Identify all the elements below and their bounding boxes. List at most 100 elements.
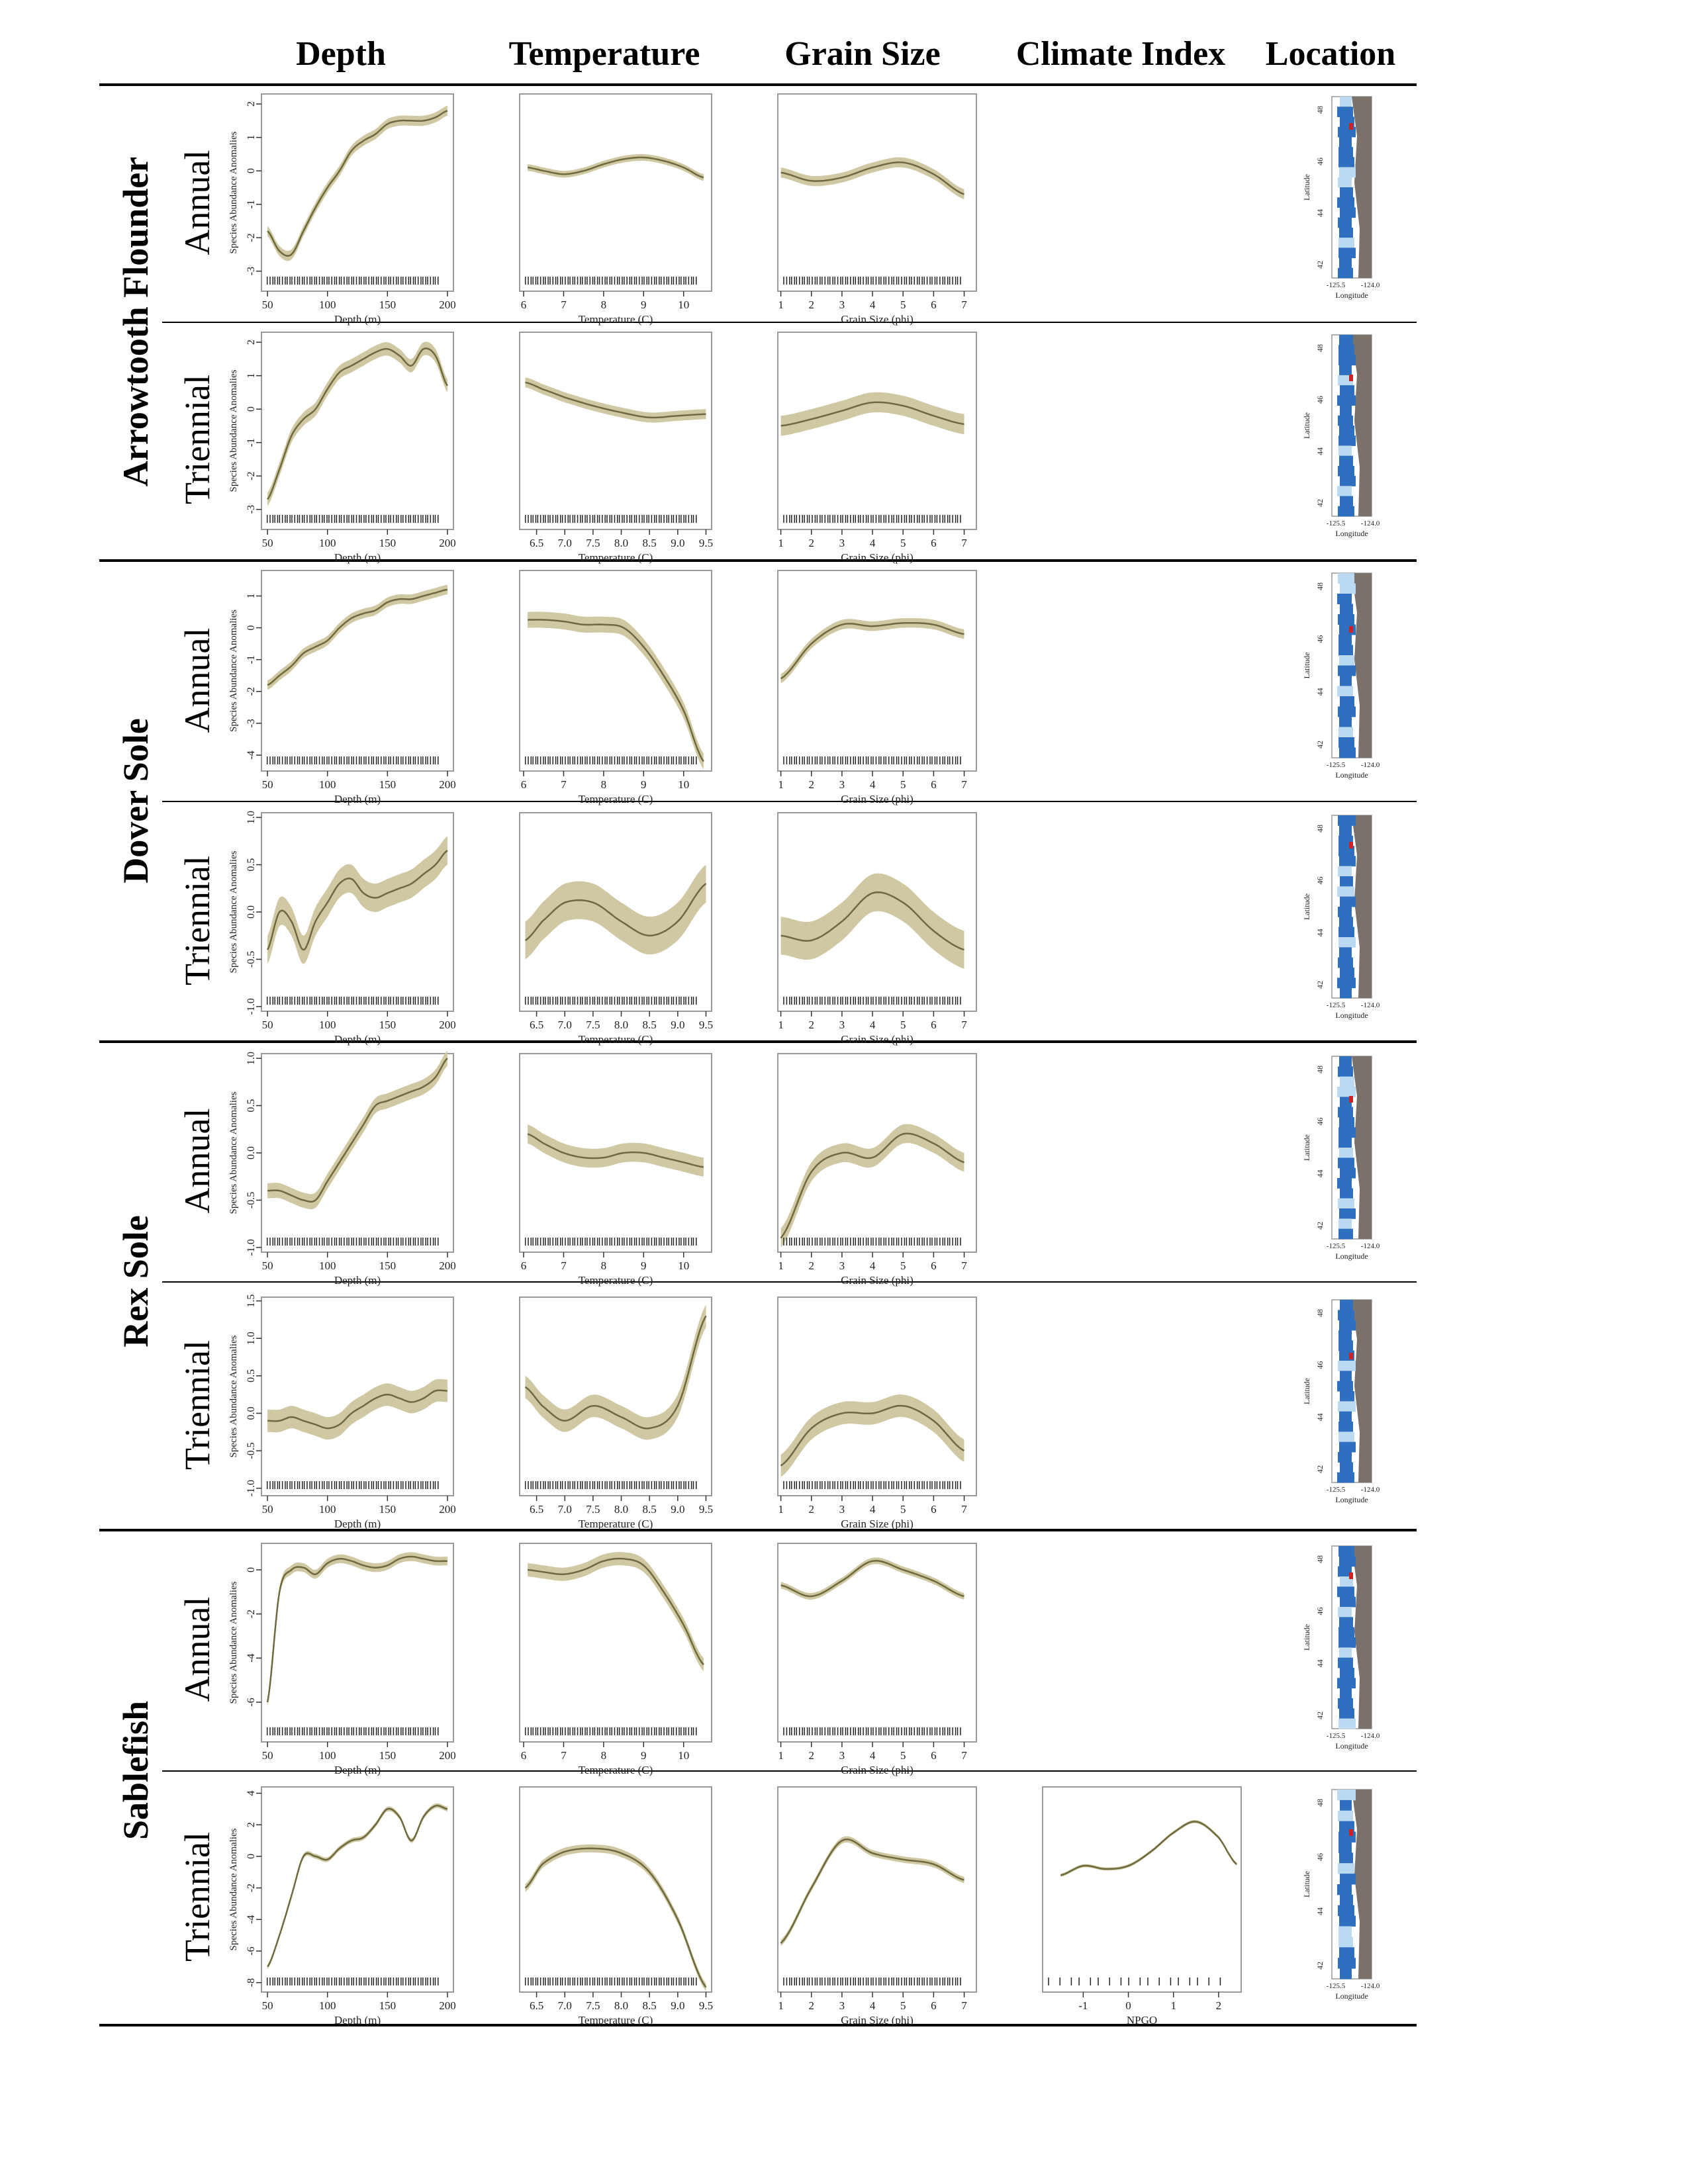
- map-lat-axis-label: Latitude: [1302, 1378, 1311, 1404]
- x-tick-label: 5: [900, 1019, 906, 1031]
- x-tick-label: 7.5: [586, 537, 600, 549]
- smooth-curve-arrowtooth-flounder-annual-grain-size: [780, 161, 964, 195]
- shelf-cell: [1339, 1947, 1354, 1958]
- x-tick-label: 7: [961, 1019, 967, 1031]
- shelf-cell: [1340, 1968, 1352, 1979]
- shelf-cell: [1338, 957, 1353, 968]
- y-axis-label: Species Abundance Anomalies: [228, 610, 239, 732]
- shelf-cell: [1339, 947, 1352, 958]
- header-climate-index: Climate Index: [1015, 35, 1226, 73]
- shelf-cell: [1338, 706, 1356, 717]
- map-lon-tick-label: -125.5: [1327, 1242, 1346, 1250]
- header-depth: Depth: [296, 35, 386, 73]
- shelf-cell: [1338, 1958, 1356, 1969]
- y-tick-label: -1.0: [246, 998, 257, 1015]
- shelf-cell: [1339, 426, 1354, 436]
- confidence-band-rex-sole-triennial-temperature: [525, 1304, 706, 1440]
- shelf-cell: [1338, 1718, 1356, 1729]
- plot-frame-sablefish-triennial-climate-index: [1042, 1786, 1242, 1993]
- shelf-cell: [1338, 1905, 1354, 1917]
- y-tick-label: 2: [246, 1822, 257, 1827]
- x-tick-label: 100: [319, 1749, 336, 1762]
- x-tick-label: 7: [961, 1503, 967, 1516]
- x-tick-label: 2: [809, 537, 815, 549]
- map-lon-tick-label: -125.5: [1327, 1982, 1346, 1990]
- x-tick-label: 9: [641, 298, 647, 311]
- x-tick-label: 150: [379, 778, 397, 791]
- x-tick-label: 150: [379, 1019, 397, 1031]
- x-tick-label: 50: [262, 1503, 273, 1516]
- y-tick-label: -2: [246, 234, 257, 242]
- rule-arrowtooth-dover: [99, 559, 1417, 562]
- map-lon-tick-label: -125.5: [1327, 281, 1346, 289]
- x-tick-label: 5: [900, 537, 906, 549]
- x-tick-label: 150: [379, 1503, 397, 1516]
- shelf-cell: [1338, 1422, 1353, 1432]
- smooth-curve-rex-sole-triennial-grain-size: [780, 1404, 965, 1467]
- smooth-curve-rex-sole-annual-grain-size: [780, 1132, 964, 1239]
- hotspot-cell: [1349, 375, 1353, 381]
- x-tick-label: 50: [262, 298, 273, 311]
- confidence-band-arrowtooth-flounder-triennial-grain-size: [780, 392, 964, 436]
- map-lat-tick-label: 48: [1315, 1309, 1325, 1317]
- shelf-cell: [1337, 1678, 1356, 1689]
- shelf-cell: [1338, 157, 1354, 168]
- map-lat-tick-label: 44: [1315, 1907, 1325, 1915]
- x-tick-label: 7.5: [586, 1999, 600, 2012]
- shelf-cell: [1338, 1607, 1352, 1617]
- shelf-cell: [1338, 415, 1353, 426]
- y-tick-label: -2: [246, 687, 257, 696]
- shelf-cell: [1339, 1056, 1352, 1067]
- shelf-cell: [1338, 1831, 1356, 1843]
- x-tick-label: 4: [870, 1749, 876, 1762]
- rule-dover-split: [162, 801, 1417, 802]
- smooth-curve-arrowtooth-flounder-triennial-temperature: [525, 381, 706, 419]
- x-tick-label: 6: [931, 537, 937, 549]
- shelf-cell: [1340, 583, 1356, 594]
- x-tick-label: 4: [870, 1503, 876, 1516]
- confidence-band-arrowtooth-flounder-triennial-depth: [267, 341, 447, 506]
- x-tick-label: 3: [839, 537, 845, 549]
- shelf-cell: [1337, 486, 1352, 497]
- x-tick-label: 100: [319, 778, 336, 791]
- map-lat-tick-label: 46: [1315, 635, 1325, 643]
- y-tick-label: 0.0: [246, 1406, 257, 1420]
- y-tick-label: -6: [246, 1698, 257, 1706]
- x-tick-label: 6: [521, 1749, 527, 1762]
- shelf-cell: [1338, 573, 1354, 584]
- confidence-band-arrowtooth-flounder-annual-grain-size: [780, 157, 964, 200]
- hotspot-cell: [1349, 123, 1353, 130]
- confidence-band-rex-sole-annual-depth: [267, 1050, 447, 1210]
- shelf-cell: [1339, 1708, 1354, 1719]
- y-tick-label: 1.0: [246, 811, 257, 824]
- map-lat-tick-label: 48: [1315, 1555, 1325, 1563]
- shelf-cell: [1338, 727, 1353, 738]
- x-axis-label: Temperature (C): [579, 1033, 653, 1046]
- x-tick-label: -1: [1078, 1999, 1088, 2012]
- y-tick-label: 0: [246, 168, 257, 173]
- x-tick-label: 4: [870, 778, 876, 791]
- x-tick-label: 9.5: [699, 1019, 713, 1031]
- hotspot-cell: [1349, 1829, 1353, 1836]
- y-tick-label: -1.0: [246, 1480, 257, 1496]
- x-tick-label: 3: [839, 1999, 845, 2012]
- x-tick-label: 150: [379, 1259, 397, 1272]
- shelf-cell: [1338, 1546, 1354, 1557]
- plot-frame-dover-sole-annual-depth: [261, 570, 454, 772]
- shelf-cell: [1338, 1698, 1353, 1709]
- coastline-land: [1352, 1790, 1372, 1979]
- plot-frame-sablefish-annual-depth: [261, 1543, 454, 1743]
- smooth-curve-sablefish-triennial-temperature: [524, 1847, 707, 1988]
- map-lat-tick-label: 48: [1315, 344, 1325, 352]
- map-lat-tick-label: 48: [1315, 825, 1325, 833]
- x-tick-label: 2: [809, 1503, 815, 1516]
- y-axis-label: Species Abundance Anomalies: [228, 1091, 239, 1214]
- confidence-band-sablefish-annual-temperature: [528, 1552, 704, 1672]
- x-tick-label: 7: [961, 1749, 967, 1762]
- x-tick-label: 6: [521, 298, 527, 311]
- map-lat-tick-label: 48: [1315, 582, 1325, 590]
- y-tick-label: -0.5: [246, 1192, 257, 1208]
- map-lon-axis-label: Longitude: [1335, 291, 1368, 300]
- y-tick-label: -0.5: [246, 1442, 257, 1459]
- map-lat-tick-label: 44: [1315, 929, 1325, 936]
